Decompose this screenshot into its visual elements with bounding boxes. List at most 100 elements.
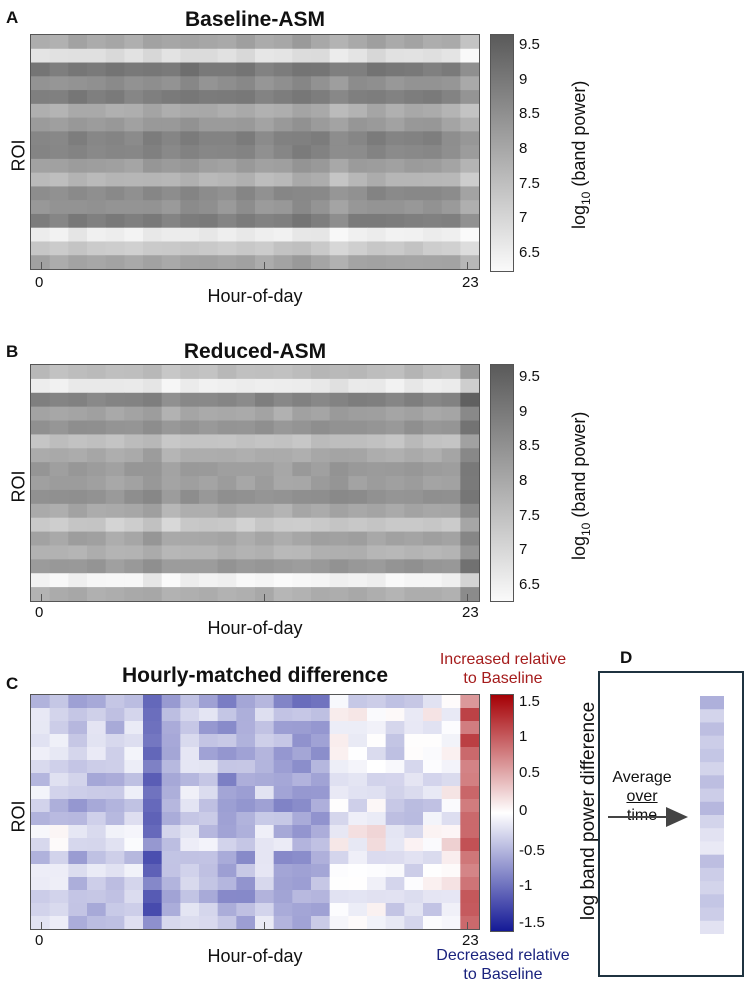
heatmap-cell [423, 720, 443, 735]
heatmap-cell [273, 213, 293, 229]
heatmap-cell [441, 517, 461, 532]
heatmap-cell [385, 476, 405, 491]
heatmap-cell [236, 890, 256, 904]
heatmap-cell [404, 200, 424, 215]
heatmap-cell [311, 695, 331, 709]
heatmap-cell [143, 812, 163, 826]
heatmap-cell [180, 517, 200, 532]
heatmap-cell [385, 227, 405, 242]
heatmap-cell [385, 695, 405, 709]
heatmap-cell [311, 90, 331, 105]
colorbar-a-label: log10 (band power) [569, 80, 593, 230]
heatmap-cell [441, 200, 461, 215]
heatmap-cell [49, 559, 69, 574]
heatmap-cell [441, 587, 461, 601]
heatmap-cell [87, 850, 107, 865]
heatmap-cell [161, 863, 181, 878]
average-cell [700, 762, 724, 776]
heatmap-cell [124, 117, 144, 132]
heatmap-cell [460, 35, 479, 50]
heatmap-cell [31, 131, 51, 146]
heatmap-cell [161, 476, 181, 491]
heatmap-cell [311, 517, 331, 532]
heatmap-cell [273, 773, 293, 787]
heatmap-cell [423, 587, 443, 601]
heatmap-cell [441, 62, 461, 77]
heatmap-cell [273, 559, 293, 574]
heatmap-cell [273, 707, 293, 722]
heatmap-cell [161, 62, 181, 77]
heatmap-b-ylabel: ROI [8, 470, 29, 503]
heatmap-cell [49, 812, 69, 826]
heatmap-cell [311, 76, 331, 91]
heatmap-cell [124, 746, 144, 761]
heatmap-cell [217, 824, 237, 839]
heatmap-cell [180, 62, 200, 77]
heatmap-cell [105, 489, 125, 505]
heatmap-cell [404, 517, 424, 532]
heatmap-cell [161, 824, 181, 839]
heatmap-cell [180, 420, 200, 435]
heatmap-cell [348, 824, 368, 839]
heatmap-cell [105, 255, 125, 269]
heatmap-cell [161, 145, 181, 160]
heatmap-cell [367, 186, 387, 201]
heatmap-cell [385, 877, 405, 891]
heatmap-cell [49, 103, 69, 118]
heatmap-cell [423, 131, 443, 146]
heatmap-cell [124, 877, 144, 891]
heatmap-cell [124, 200, 144, 215]
heatmap-cell [273, 145, 293, 160]
heatmap-cell [217, 117, 237, 132]
heatmap-cell [161, 158, 181, 174]
heatmap-cell [460, 760, 479, 774]
heatmap-cell [329, 720, 349, 735]
heatmap-cell [460, 707, 479, 722]
heatmap-cell [273, 172, 293, 187]
heatmap-cell [367, 213, 387, 229]
heatmap-cell [105, 462, 125, 477]
heatmap-cell [49, 35, 69, 50]
heatmap-cell [199, 812, 219, 826]
heatmap-cell [49, 406, 69, 421]
heatmap-cell [31, 117, 51, 132]
heatmap-cell [311, 476, 331, 491]
heatmap-cell [124, 573, 144, 588]
heatmap-cell [423, 172, 443, 187]
heatmap-cell [441, 76, 461, 91]
heatmap-cell [68, 476, 88, 491]
heatmap-cell [180, 227, 200, 242]
heatmap-cell [348, 365, 368, 380]
heatmap-cell [255, 131, 275, 146]
heatmap-cell [348, 145, 368, 160]
heatmap-cell [31, 559, 51, 574]
heatmap-cell [199, 76, 219, 91]
heatmap-cell [87, 786, 107, 800]
heatmap-cell [161, 420, 181, 435]
heatmap-cell [404, 62, 424, 77]
heatmap-cell [404, 773, 424, 787]
heatmap-cell [143, 241, 163, 256]
heatmap-cell [348, 559, 368, 574]
heatmap-reduced [30, 364, 480, 602]
heatmap-cell [217, 786, 237, 800]
heatmap-cell [161, 392, 181, 408]
heatmap-cell [460, 420, 479, 435]
heatmap-cell [292, 707, 312, 722]
heatmap-cell [143, 378, 163, 394]
heatmap-cell [329, 812, 349, 826]
heatmap-cell [255, 476, 275, 491]
heatmap-cell [143, 90, 163, 105]
heatmap-cell [124, 476, 144, 491]
heatmap-cell [329, 877, 349, 891]
heatmap-cell [441, 531, 461, 546]
heatmap-cell [404, 812, 424, 826]
heatmap-cell [143, 760, 163, 774]
average-cell [700, 788, 724, 803]
heatmap-cell [255, 48, 275, 63]
heatmap-cell [87, 117, 107, 132]
heatmap-cell [49, 48, 69, 63]
heatmap-cell [49, 158, 69, 174]
heatmap-cell [329, 434, 349, 449]
heatmap-cell [292, 420, 312, 435]
